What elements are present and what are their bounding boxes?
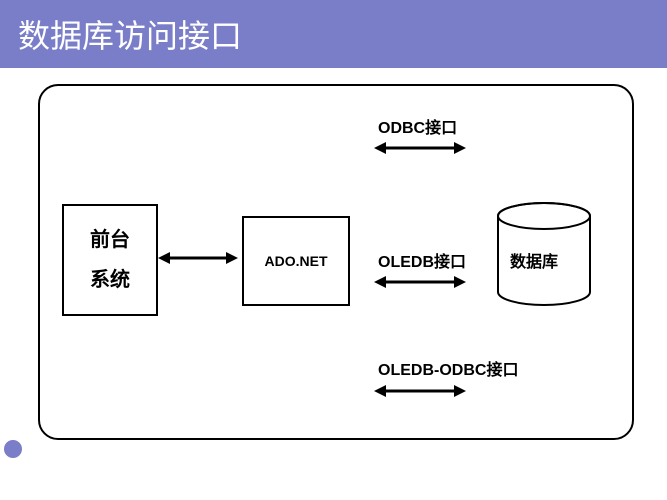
- database-label: 数据库: [510, 248, 558, 272]
- frontend-line2: 系统: [90, 260, 130, 300]
- slide-title: 数据库访问接口: [18, 11, 242, 57]
- frontend-system-box: 前台 系统: [62, 204, 158, 316]
- odbc-interface-label: ODBC接口: [378, 114, 457, 138]
- diagram-container: 前台 系统 ADO.NET 数据库 ODBC接口 OLEDB接口 OLEDB-O…: [38, 84, 634, 440]
- oledb-interface-label: OLEDB接口: [378, 248, 466, 272]
- slide-header: 数据库访问接口: [0, 0, 667, 72]
- slide-bullet-icon: [4, 440, 22, 458]
- arrow-odbc: [374, 140, 466, 156]
- arrow-frontend-adonet: [158, 250, 238, 266]
- arrow-oledbodbc: [374, 383, 466, 399]
- arrow-oledb: [374, 274, 466, 290]
- adonet-label: ADO.NET: [265, 253, 328, 269]
- adonet-box: ADO.NET: [242, 216, 350, 306]
- frontend-line1: 前台: [90, 220, 130, 260]
- oledbodbc-interface-label: OLEDB-ODBC接口: [378, 356, 518, 380]
